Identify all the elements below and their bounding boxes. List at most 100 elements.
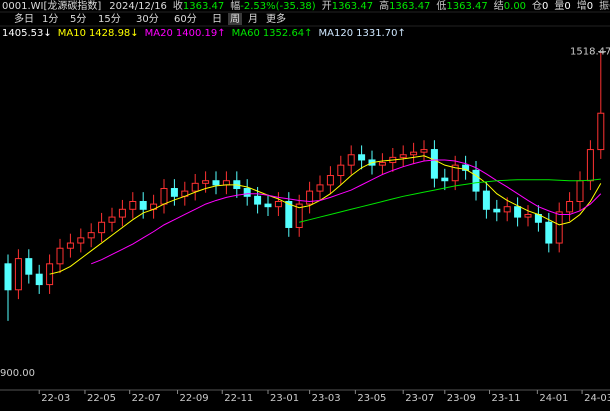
marker-label: 900.00: [0, 368, 35, 379]
quote-label: 增: [577, 0, 587, 12]
quote-value: 1363.47: [332, 1, 373, 12]
ma-line: [49, 155, 602, 275]
x-tick-label: 22-09: [180, 393, 209, 404]
legend-name: MA60: [232, 28, 260, 39]
quote-value: -2.53%(-35.38): [240, 1, 316, 12]
quote-label: 振: [599, 0, 609, 12]
legend-value: 1405.53↓: [2, 28, 52, 39]
toolbar-item[interactable]: 多日: [14, 12, 34, 25]
x-tick-label: 22-11: [224, 393, 253, 404]
toolbar-item[interactable]: 5分: [70, 13, 86, 25]
toolbar-active: [228, 13, 242, 25]
quote-label: 结: [494, 0, 504, 12]
toolbar-item[interactable]: 周: [230, 13, 240, 25]
candle-body: [462, 164, 470, 171]
legend-value: 1352.64↑: [263, 28, 313, 39]
candle-body: [129, 200, 137, 210]
quote-value: 0: [542, 1, 548, 12]
candle-body: [316, 184, 324, 192]
candle-body: [586, 149, 594, 182]
legend-value: 1400.19↑: [176, 28, 226, 39]
candle-body: [4, 263, 12, 291]
toolbar-item[interactable]: 更多: [266, 12, 286, 25]
x-tick-label: 24-03: [584, 393, 610, 404]
quote-value: 1363.47: [183, 1, 224, 12]
candle-body: [243, 188, 251, 197]
x-tick-label: 23-07: [405, 393, 434, 404]
toolbar-item[interactable]: 60分: [174, 13, 197, 25]
ma-line: [91, 159, 602, 265]
x-tick-label: 22-03: [41, 393, 70, 404]
candle-body: [118, 208, 126, 218]
legend-name: MA20: [145, 28, 173, 39]
candle-body: [285, 200, 293, 228]
quote-value: 0.00: [504, 1, 526, 12]
x-tick-label: 22-07: [132, 393, 161, 404]
candle-body: [98, 221, 106, 234]
marker-label: 1518.47: [570, 47, 610, 58]
toolbar-item[interactable]: 30分: [136, 13, 159, 25]
candle-body: [66, 242, 74, 249]
candle-body: [25, 258, 33, 275]
candle-body: [326, 175, 334, 186]
quote-label: 收: [173, 0, 183, 12]
ma-legend: 1405.53↓ MA10 1428.98↓ MA20 1400.19↑ MA60 1352…: [2, 28, 406, 39]
candle-body: [87, 232, 95, 239]
toolbar-item[interactable]: 15分: [98, 13, 121, 25]
x-tick-label: 23-09: [447, 393, 476, 404]
quote-label: 仓: [532, 0, 542, 12]
x-tick-label: 22-05: [87, 393, 116, 404]
candle-body: [347, 154, 355, 166]
candle-body: [524, 213, 532, 218]
x-tick-label: 23-05: [357, 393, 386, 404]
candle-body: [378, 162, 386, 166]
candle-body: [254, 195, 262, 205]
toolbar-item[interactable]: 1分: [42, 13, 58, 25]
candle-body: [576, 180, 584, 202]
symbol: 0001.WI[龙源碳指数]: [2, 0, 101, 12]
candle-body: [160, 188, 168, 205]
candle-body: [306, 190, 314, 205]
candle-body: [170, 188, 178, 197]
candle-body: [295, 203, 303, 228]
candle-body: [597, 112, 605, 151]
candle-body: [264, 203, 272, 208]
quote-label: 幅: [230, 0, 240, 12]
candle-body: [555, 211, 563, 244]
candle-body: [482, 190, 490, 210]
candle-body: [420, 149, 428, 153]
candle-body: [399, 154, 407, 158]
quote-label: 开: [322, 1, 332, 12]
candle-body: [212, 180, 220, 186]
candle-body: [274, 200, 282, 208]
ma-line: [299, 178, 601, 223]
x-tick-label: 23-01: [270, 393, 299, 404]
candle-body: [202, 180, 210, 184]
candle-body: [566, 200, 574, 213]
candle-body: [191, 182, 199, 192]
legend-name: MA120: [319, 28, 354, 39]
legend-name: MA10: [58, 28, 86, 39]
quote-value: 1363.47: [446, 1, 487, 12]
candle-body: [451, 164, 459, 182]
candle-body: [35, 273, 43, 286]
candle-body: [410, 151, 418, 156]
toolbar-item[interactable]: 月: [248, 13, 258, 25]
candle-body: [56, 247, 64, 265]
candle-body: [139, 200, 147, 210]
candle-body: [14, 258, 22, 291]
x-tick-label: 23-11: [492, 393, 521, 404]
candle-body: [430, 149, 438, 179]
candle-body: [337, 164, 345, 177]
quote-value: 0: [587, 1, 593, 12]
legend-value: 1331.70↑: [356, 28, 406, 39]
candle-body: [358, 154, 366, 161]
candle-body: [493, 208, 501, 213]
toolbar-item[interactable]: 日: [212, 14, 222, 25]
candle-body: [472, 169, 480, 192]
candle-body: [77, 237, 85, 244]
candle-body: [503, 206, 511, 213]
quote-value: 1363.47: [389, 1, 430, 12]
